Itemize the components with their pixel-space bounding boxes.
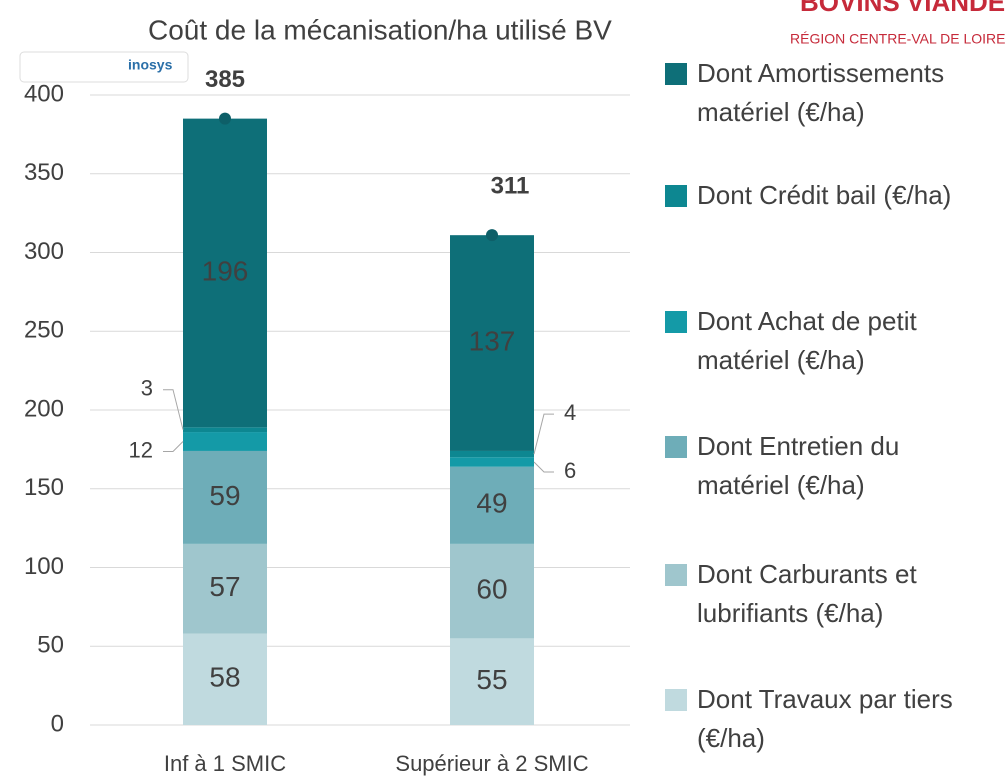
y-tick-label: 250 xyxy=(24,317,64,344)
bar-segment xyxy=(450,638,534,725)
y-tick-label: 350 xyxy=(24,159,64,186)
x-tick-label: Inf à 1 SMIC xyxy=(164,751,286,776)
bar-segment xyxy=(450,543,534,639)
bar-segment xyxy=(450,457,534,467)
bar-segment xyxy=(450,450,534,458)
legend-swatch xyxy=(665,63,687,85)
bar-segment xyxy=(183,633,267,725)
bar-segment xyxy=(450,466,534,544)
y-tick-label: 300 xyxy=(24,238,64,265)
legend-swatch xyxy=(665,689,687,711)
data-label: 58 xyxy=(209,662,240,693)
leader-line xyxy=(163,389,184,430)
region: RÉGION CENTRE-VAL DE LOIRE xyxy=(790,31,1005,47)
total-label: 385 xyxy=(205,66,245,93)
y-tick-label: 150 xyxy=(24,474,64,501)
legend-swatch xyxy=(665,185,687,207)
total-label: 311 xyxy=(491,173,530,200)
legend-label: Dont Travaux par tiers (€/ha) xyxy=(697,684,953,753)
legend-item: Dont Carburants et lubrifiants (€/ha) xyxy=(665,555,957,633)
legend-label: Dont Crédit bail (€/ha) xyxy=(697,180,952,210)
legend-item: Dont Entretien du matériel (€/ha) xyxy=(665,427,957,505)
total-dot xyxy=(219,112,231,125)
leader-line xyxy=(533,413,554,455)
y-tick-label: 200 xyxy=(24,395,64,422)
y-tick-label: 400 xyxy=(24,80,64,107)
bar-segment xyxy=(183,118,267,428)
legend-item: Dont Crédit bail (€/ha) xyxy=(665,176,957,215)
data-label: 57 xyxy=(209,571,240,602)
data-label: 60 xyxy=(476,574,507,605)
data-label: 6 xyxy=(564,458,576,483)
y-tick-label: 50 xyxy=(37,632,64,659)
y-tick-label: 0 xyxy=(51,710,64,737)
bar-segment xyxy=(183,427,267,433)
legend-label: Dont Carburants et lubrifiants (€/ha) xyxy=(697,559,917,628)
legend-swatch xyxy=(665,436,687,458)
bar-segment xyxy=(183,543,267,634)
data-label: 12 xyxy=(129,437,153,462)
data-label: 196 xyxy=(202,255,249,286)
leader-line xyxy=(163,441,184,452)
data-label: 59 xyxy=(209,480,240,511)
bar-segment xyxy=(450,235,534,451)
data-label: 3 xyxy=(141,376,153,401)
data-label: 49 xyxy=(476,488,507,519)
data-label: 55 xyxy=(476,664,507,695)
bar-segment xyxy=(183,450,267,544)
legend-swatch xyxy=(665,564,687,586)
chart-title: Coût de la mécanisation/ha utilisé BV xyxy=(148,14,612,45)
legend-item: Dont Achat de petit matériel (€/ha) xyxy=(665,302,957,380)
legend-label: Dont Amortissements matériel (€/ha) xyxy=(697,58,945,127)
total-dot xyxy=(486,229,498,242)
leader-line xyxy=(533,461,554,473)
legend-label: Dont Entretien du matériel (€/ha) xyxy=(697,431,900,500)
y-tick-label: 100 xyxy=(24,553,64,580)
data-label: 4 xyxy=(564,400,576,425)
x-tick-label: Supérieur à 2 SMIC xyxy=(395,751,588,776)
logo-box xyxy=(19,51,189,83)
legend-label: Dont Achat de petit matériel (€/ha) xyxy=(697,306,917,375)
brand: BOVINS VIANDE xyxy=(800,0,1005,17)
legend-item: Dont Amortissements matériel (€/ha) xyxy=(665,54,957,132)
logo: inosys xyxy=(128,57,173,73)
legend-item: Dont Travaux par tiers (€/ha) xyxy=(665,680,957,758)
bar-segment xyxy=(183,432,267,451)
legend-swatch xyxy=(665,311,687,333)
data-label: 137 xyxy=(469,325,516,356)
